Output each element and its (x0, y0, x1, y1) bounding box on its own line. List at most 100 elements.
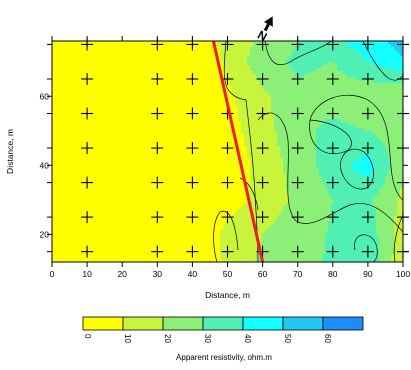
heat-cell (205, 110, 209, 114)
heat-cell (301, 110, 305, 114)
heat-cell (250, 50, 254, 54)
heat-cell (265, 140, 269, 144)
heat-cell (178, 71, 182, 75)
heat-cell (211, 56, 215, 60)
heat-cell (295, 140, 299, 144)
heat-cell (127, 113, 131, 117)
heat-cell (136, 89, 140, 93)
heat-cell (187, 116, 191, 120)
heat-cell (208, 146, 212, 150)
heat-cell (349, 41, 353, 45)
heat-cell (328, 41, 332, 45)
heat-cell (343, 110, 347, 114)
heat-cell (340, 152, 344, 156)
heat-cell (106, 104, 110, 108)
heat-cell (253, 47, 257, 51)
heat-cell (184, 161, 188, 165)
heat-cell (253, 146, 257, 150)
heat-cell (55, 98, 59, 102)
heat-cell (370, 41, 374, 45)
heat-cell (154, 134, 158, 138)
heat-cell (232, 59, 236, 63)
heat-cell (361, 113, 365, 117)
heat-cell (376, 113, 380, 117)
heat-cell (244, 167, 248, 171)
heat-cell (169, 101, 173, 105)
heat-cell (244, 122, 248, 126)
heat-cell (61, 107, 65, 111)
heat-cell (112, 41, 116, 45)
heat-cell (67, 116, 71, 120)
heat-cell (151, 131, 155, 135)
heat-cell (259, 167, 263, 171)
heat-cell (55, 68, 59, 72)
heat-cell (61, 47, 65, 51)
heat-cell (289, 155, 293, 159)
heat-cell (154, 113, 158, 117)
heat-cell (196, 101, 200, 105)
heat-cell (73, 53, 77, 57)
heat-cell (307, 56, 311, 60)
heat-cell (169, 68, 173, 72)
heat-cell (226, 137, 230, 141)
heat-cell (385, 53, 389, 57)
heat-cell (190, 47, 194, 51)
heat-cell (349, 53, 353, 57)
heat-cell (400, 161, 403, 165)
heat-cell (202, 50, 206, 54)
heat-cell (274, 47, 278, 51)
heat-cell (118, 41, 122, 45)
heat-cell (259, 80, 263, 84)
heat-cell (148, 98, 152, 102)
heat-cell (73, 80, 77, 84)
heat-cell (163, 146, 167, 150)
heat-cell (292, 164, 296, 168)
heat-cell (397, 44, 401, 48)
heat-cell (67, 92, 71, 96)
heat-cell (130, 53, 134, 57)
heat-cell (259, 164, 263, 168)
heat-cell (139, 80, 143, 84)
heat-cell (364, 119, 368, 123)
heat-cell (193, 98, 197, 102)
heat-cell (319, 107, 323, 111)
heat-cell (235, 113, 239, 117)
heat-cell (139, 140, 143, 144)
heat-cell (301, 62, 305, 66)
heat-cell (181, 89, 185, 93)
heat-cell (199, 62, 203, 66)
heat-cell (130, 107, 134, 111)
heat-cell (292, 80, 296, 84)
heat-cell (73, 137, 77, 141)
heat-cell (244, 113, 248, 117)
heat-cell (373, 53, 377, 57)
heat-cell (394, 44, 398, 48)
heat-cell (364, 125, 368, 129)
heat-cell (268, 59, 272, 63)
heat-cell (67, 65, 71, 69)
heat-cell (235, 95, 239, 99)
heat-cell (358, 125, 362, 129)
heat-cell (310, 41, 314, 45)
heat-cell (316, 77, 320, 81)
heat-cell (100, 41, 104, 45)
heat-cell (82, 107, 86, 111)
heat-cell (106, 149, 110, 153)
heat-cell (337, 71, 341, 75)
heat-cell (277, 71, 281, 75)
heat-cell (88, 92, 92, 96)
heat-cell (367, 137, 371, 141)
heat-cell (349, 47, 353, 51)
heat-cell (130, 83, 134, 87)
heat-cell (112, 50, 116, 54)
heat-cell (211, 152, 215, 156)
heat-cell (103, 137, 107, 141)
heat-cell (127, 74, 131, 78)
heat-cell (325, 134, 329, 138)
heat-cell (103, 146, 107, 150)
heat-cell (112, 98, 116, 102)
heat-cell (118, 83, 122, 87)
heat-cell (265, 158, 269, 162)
heat-cell (253, 158, 257, 162)
heat-cell (166, 161, 170, 165)
